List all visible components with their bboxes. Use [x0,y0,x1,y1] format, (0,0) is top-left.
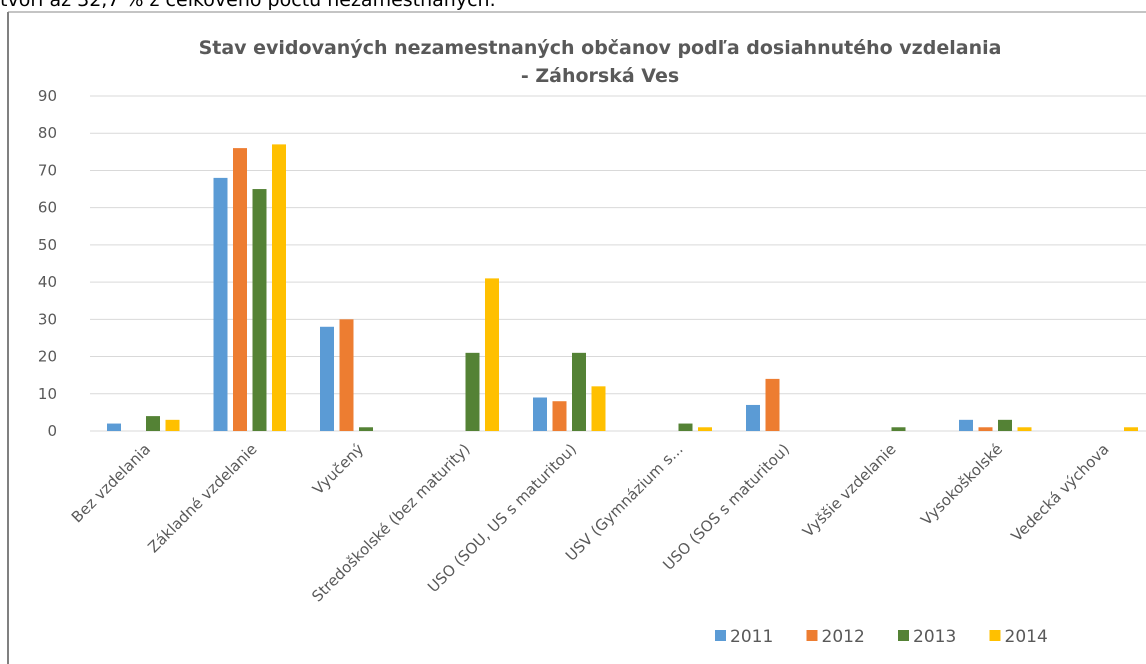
bar [959,419,973,431]
bar [765,378,780,431]
bar [572,352,586,431]
bar [552,401,567,431]
bar [146,416,160,431]
bar [678,423,693,431]
y-tick-label: 70 [38,161,57,179]
legend-swatch [898,630,909,641]
y-tick-label: 30 [38,310,57,328]
y-tick-label: 0 [47,422,57,440]
chart-subtitle: - Záhorská Ves [521,65,679,87]
y-tick-label: 50 [38,236,57,254]
bar [1017,427,1032,431]
bar [746,404,760,431]
y-tick-label: 80 [38,124,57,142]
bar [252,189,267,431]
bar [591,386,606,431]
bar [998,419,1012,431]
y-tick-label: 90 [38,87,57,105]
bar [891,427,906,431]
chart-title: Stav evidovaných nezamestnaných občanov … [199,37,1002,59]
legend-swatch [989,630,1001,641]
bar [165,419,180,431]
legend-label: 2014 [1005,627,1048,647]
legend-label: 2013 [913,627,956,647]
bar [485,278,499,431]
legend-label: 2011 [730,627,773,647]
bar [465,352,480,431]
legend-label: 2012 [822,627,865,647]
bar [213,177,228,431]
y-tick-label: 10 [38,385,57,403]
bar [233,148,247,431]
bar [272,144,286,431]
legend-swatch [715,630,726,641]
bar [978,427,993,431]
bar [359,427,373,431]
y-tick-label: 60 [38,199,57,217]
bar [339,319,354,431]
bar [107,423,121,431]
frame-bg [0,12,1146,664]
bar [698,427,712,431]
bar [320,326,334,431]
bar [533,397,547,431]
bar [1124,427,1138,431]
page-text: tvorí až 32,7 % z celkového počtu nezame… [0,0,496,11]
legend-swatch [806,630,818,641]
y-tick-label: 20 [38,348,57,366]
y-tick-label: 40 [38,273,57,291]
